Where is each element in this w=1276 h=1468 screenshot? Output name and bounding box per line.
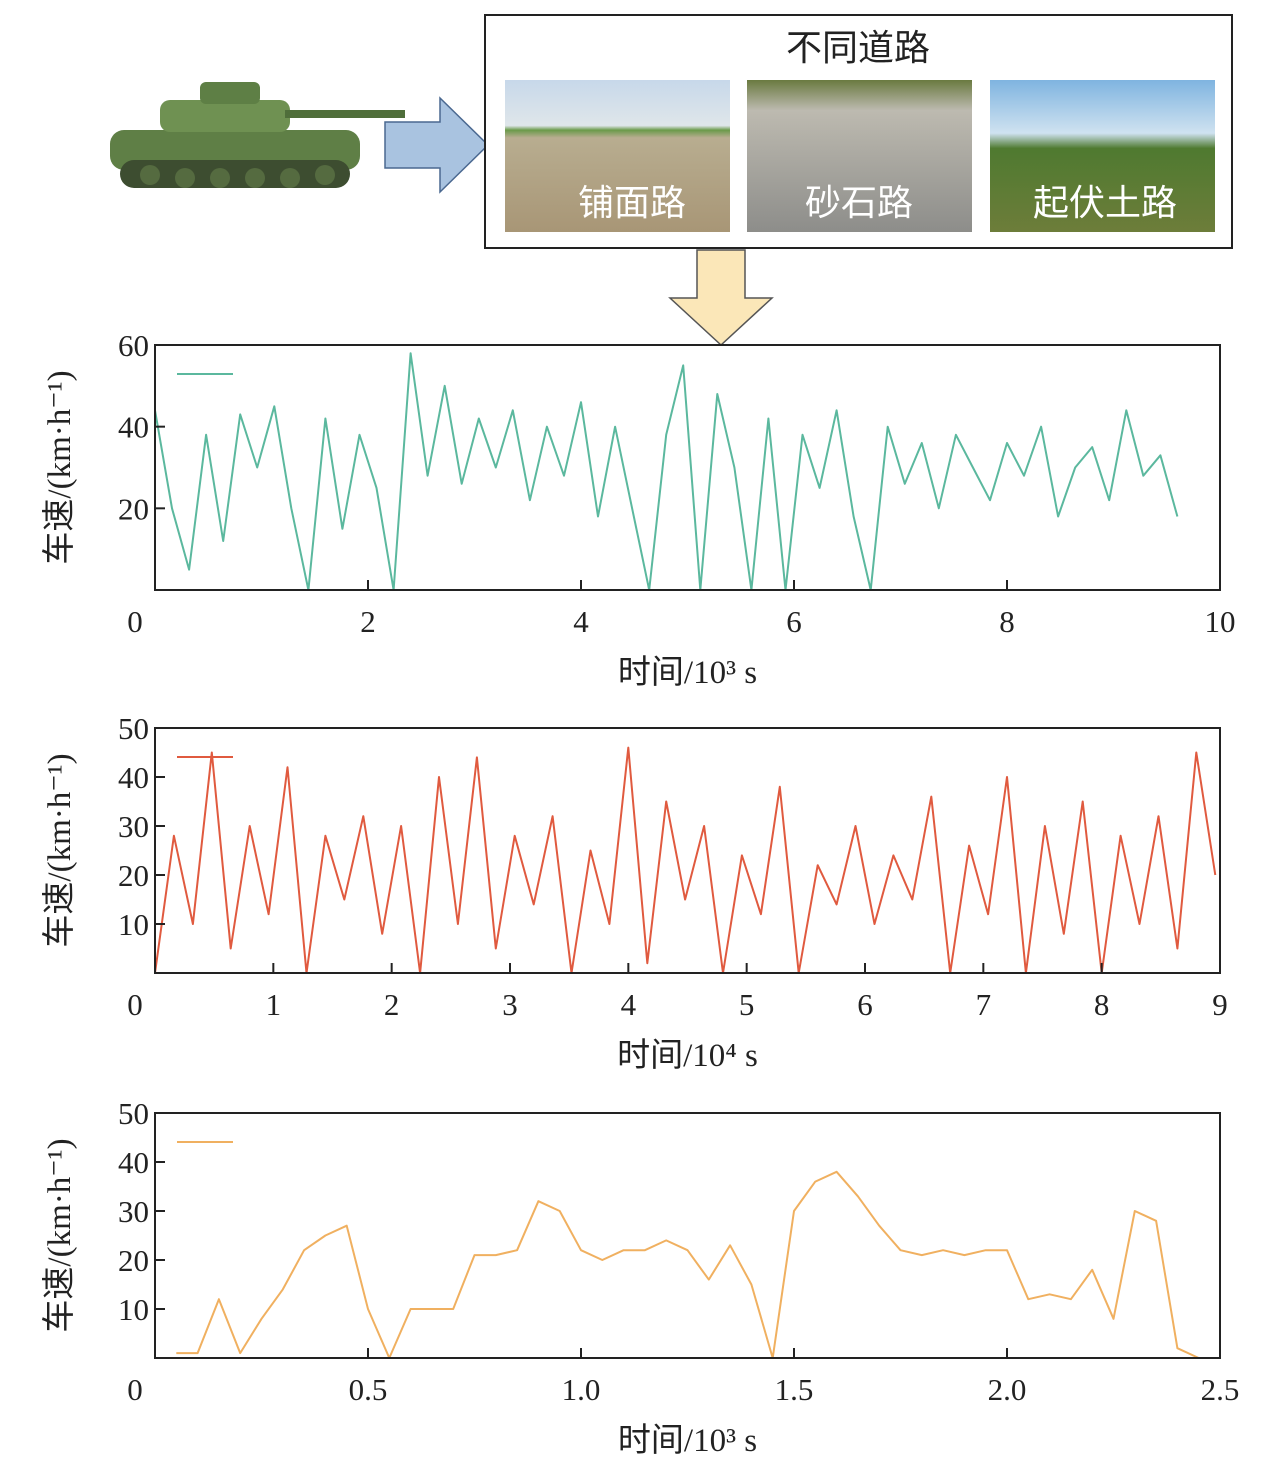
data-line <box>154 746 1217 974</box>
x-tick-label: 1.5 <box>775 1372 814 1407</box>
road-photo <box>505 80 730 232</box>
plot-frame <box>154 344 1221 591</box>
y-tick-label: 50 <box>118 1096 149 1131</box>
data-line <box>176 1170 1200 1359</box>
y-tick-label: 30 <box>118 809 149 844</box>
x-tick-label: 0 <box>127 987 143 1022</box>
x-tick-label: 7 <box>976 987 992 1022</box>
y-tick-label: 30 <box>118 1194 149 1229</box>
y-tick-label: 10 <box>118 1292 149 1327</box>
y-axis-label: 车速/(km·h⁻¹) <box>41 1138 78 1332</box>
y-axis-label: 车速/(km·h⁻¹) <box>41 753 78 947</box>
road-photo <box>990 80 1215 232</box>
x-tick-label: 2 <box>360 604 376 639</box>
x-tick-label: 2.5 <box>1201 1372 1240 1407</box>
y-tick-label: 20 <box>118 491 149 526</box>
road-label: 起伏土路 <box>1033 183 1177 223</box>
y-tick-label: 50 <box>118 711 149 746</box>
x-tick-label: 8 <box>999 604 1015 639</box>
x-tick-label: 10 <box>1205 604 1236 639</box>
x-tick-label: 6 <box>857 987 873 1022</box>
road-photo <box>747 80 972 232</box>
data-line <box>154 352 1179 591</box>
x-tick-label: 0 <box>127 1372 143 1407</box>
x-tick-label: 6 <box>786 604 802 639</box>
x-axis-label: 时间/10⁴ s <box>617 1038 758 1074</box>
y-tick-label: 40 <box>118 410 149 445</box>
y-tick-label: 20 <box>118 858 149 893</box>
x-tick-label: 4 <box>573 604 589 639</box>
x-tick-label: 4 <box>621 987 637 1022</box>
x-axis-label: 时间/10³ s <box>618 1423 757 1459</box>
x-tick-label: 2 <box>384 987 400 1022</box>
x-tick-label: 8 <box>1094 987 1110 1022</box>
road-label: 铺面路 <box>578 183 686 223</box>
y-tick-label: 40 <box>118 760 149 795</box>
plot-frame <box>154 1112 1221 1359</box>
tank <box>110 82 405 188</box>
x-tick-label: 5 <box>739 987 755 1022</box>
x-tick-label: 1 <box>266 987 282 1022</box>
y-tick-label: 40 <box>118 1145 149 1180</box>
x-tick-label: 9 <box>1212 987 1228 1022</box>
x-tick-label: 0.5 <box>349 1372 388 1407</box>
arrow-down <box>668 249 774 347</box>
x-tick-label: 1.0 <box>562 1372 601 1407</box>
y-tick-label: 20 <box>118 1243 149 1278</box>
plot-frame <box>154 727 1221 974</box>
x-tick-label: 3 <box>502 987 518 1022</box>
road-label: 砂石路 <box>805 183 913 223</box>
y-axis-label: 车速/(km·h⁻¹) <box>41 370 78 564</box>
x-tick-label: 2.0 <box>988 1372 1027 1407</box>
arrow-right <box>384 96 490 194</box>
y-tick-label: 10 <box>118 907 149 942</box>
x-tick-label: 0 <box>127 604 143 639</box>
x-axis-label: 时间/10³ s <box>618 655 757 691</box>
diagram-title: 不同道路 <box>786 28 930 68</box>
y-tick-label: 60 <box>118 328 149 363</box>
